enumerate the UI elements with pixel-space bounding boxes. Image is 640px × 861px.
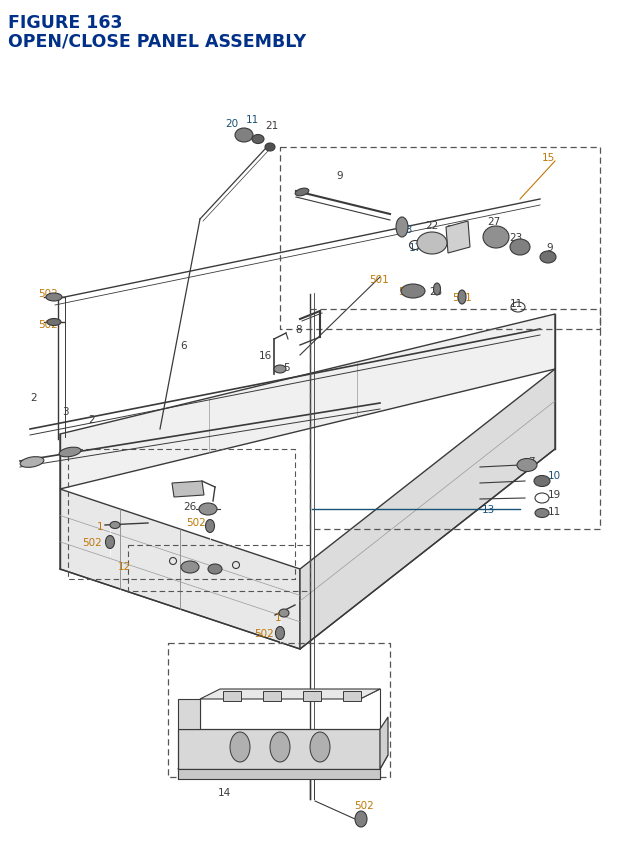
Text: 22: 22 xyxy=(426,220,438,231)
Polygon shape xyxy=(178,769,380,779)
Text: 27: 27 xyxy=(488,217,500,226)
Text: 4: 4 xyxy=(180,485,188,494)
Text: 8: 8 xyxy=(296,325,302,335)
Text: 1: 1 xyxy=(275,612,282,623)
Ellipse shape xyxy=(517,459,537,472)
Text: 502: 502 xyxy=(354,800,374,810)
Text: 501: 501 xyxy=(369,275,389,285)
Text: 26: 26 xyxy=(184,501,196,511)
Ellipse shape xyxy=(208,564,222,574)
Text: 11: 11 xyxy=(509,299,523,308)
Ellipse shape xyxy=(20,457,44,468)
Ellipse shape xyxy=(355,811,367,827)
Text: 6: 6 xyxy=(180,341,188,350)
Ellipse shape xyxy=(270,732,290,762)
Ellipse shape xyxy=(275,627,285,640)
Ellipse shape xyxy=(279,610,289,617)
Bar xyxy=(263,691,281,701)
Text: 3: 3 xyxy=(61,406,68,417)
Ellipse shape xyxy=(252,135,264,145)
Ellipse shape xyxy=(510,239,530,256)
Ellipse shape xyxy=(106,536,115,548)
Text: OPEN/CLOSE PANEL ASSEMBLY: OPEN/CLOSE PANEL ASSEMBLY xyxy=(8,32,306,50)
Text: 502: 502 xyxy=(38,288,58,299)
Text: 502: 502 xyxy=(38,319,58,330)
Bar xyxy=(343,691,361,701)
Polygon shape xyxy=(380,717,388,769)
Text: 17: 17 xyxy=(408,243,422,253)
Polygon shape xyxy=(178,755,388,769)
Ellipse shape xyxy=(401,285,425,299)
Text: 11: 11 xyxy=(547,506,561,517)
Text: 9: 9 xyxy=(337,170,343,181)
Polygon shape xyxy=(178,699,200,729)
Text: 11: 11 xyxy=(245,115,259,125)
Polygon shape xyxy=(60,489,300,649)
Polygon shape xyxy=(446,222,470,254)
Text: 25: 25 xyxy=(429,287,443,297)
Ellipse shape xyxy=(396,218,408,238)
Ellipse shape xyxy=(181,561,199,573)
Text: 9: 9 xyxy=(547,243,554,253)
Text: 2: 2 xyxy=(31,393,37,403)
Ellipse shape xyxy=(47,319,61,326)
Text: 502: 502 xyxy=(82,537,102,548)
Text: 24: 24 xyxy=(446,225,460,235)
Text: 10: 10 xyxy=(547,470,561,480)
Ellipse shape xyxy=(483,226,509,249)
Polygon shape xyxy=(60,314,555,489)
Text: 12: 12 xyxy=(117,561,131,572)
Text: FIGURE 163: FIGURE 163 xyxy=(8,14,122,32)
Text: 15: 15 xyxy=(541,152,555,163)
Ellipse shape xyxy=(274,366,286,374)
Ellipse shape xyxy=(205,520,214,533)
Ellipse shape xyxy=(535,509,549,518)
Ellipse shape xyxy=(458,291,466,305)
Text: 2: 2 xyxy=(89,414,95,424)
Ellipse shape xyxy=(235,129,253,143)
Polygon shape xyxy=(300,369,555,649)
Polygon shape xyxy=(178,729,380,769)
Text: 20: 20 xyxy=(225,119,239,129)
Ellipse shape xyxy=(59,448,81,457)
Polygon shape xyxy=(172,481,204,498)
Text: 19: 19 xyxy=(547,489,561,499)
Ellipse shape xyxy=(295,189,309,196)
Ellipse shape xyxy=(417,232,447,255)
Ellipse shape xyxy=(199,504,217,516)
Ellipse shape xyxy=(46,294,62,301)
Text: 16: 16 xyxy=(259,350,271,361)
Text: 23: 23 xyxy=(509,232,523,243)
Ellipse shape xyxy=(265,144,275,152)
Text: 13: 13 xyxy=(481,505,495,514)
Text: 503: 503 xyxy=(398,287,418,297)
Bar xyxy=(303,691,321,701)
Text: 501: 501 xyxy=(452,293,472,303)
Text: 7: 7 xyxy=(528,456,534,467)
Text: 1: 1 xyxy=(97,522,103,531)
Text: 502: 502 xyxy=(254,629,274,638)
Polygon shape xyxy=(200,689,380,699)
Text: 14: 14 xyxy=(218,787,230,797)
Text: 21: 21 xyxy=(266,121,278,131)
Ellipse shape xyxy=(534,476,550,487)
Bar xyxy=(223,691,241,701)
Text: 502: 502 xyxy=(186,517,206,528)
Ellipse shape xyxy=(540,251,556,263)
Ellipse shape xyxy=(310,732,330,762)
Ellipse shape xyxy=(110,522,120,529)
Ellipse shape xyxy=(433,283,440,295)
Text: 5: 5 xyxy=(283,362,289,373)
Ellipse shape xyxy=(230,732,250,762)
Text: 18: 18 xyxy=(399,225,413,235)
